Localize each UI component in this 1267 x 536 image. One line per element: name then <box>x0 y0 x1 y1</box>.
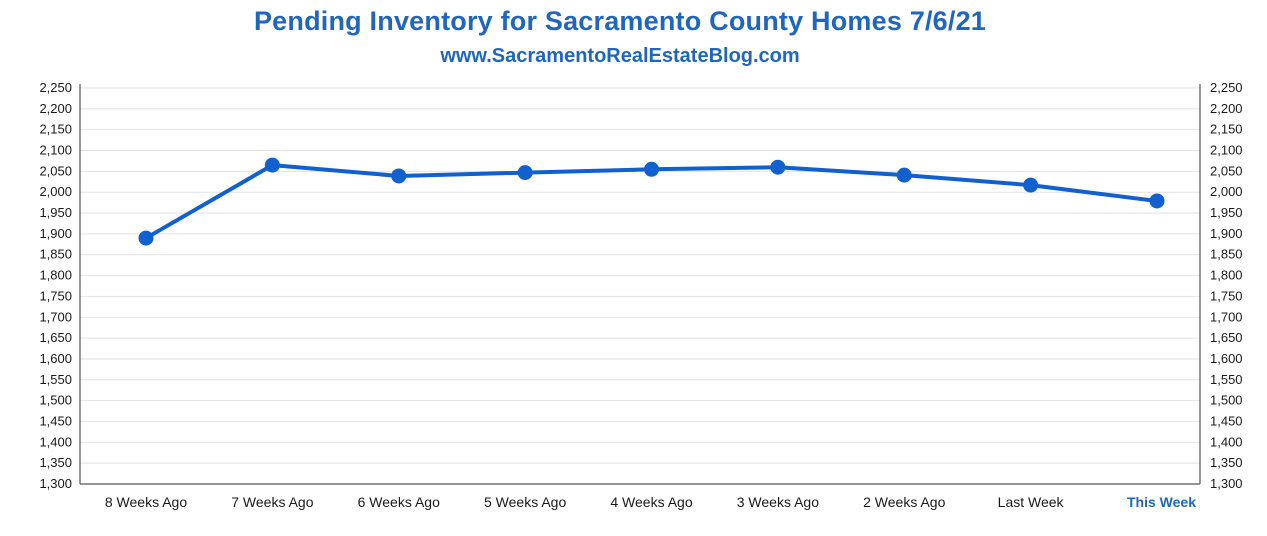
y-tick-label-right: 1,350 <box>1210 455 1243 470</box>
y-tick-label-left: 1,300 <box>39 476 72 491</box>
data-point <box>1023 177 1039 193</box>
data-point <box>644 161 659 177</box>
data-point <box>896 167 912 183</box>
x-tick-label: 3 Weeks Ago <box>737 494 819 510</box>
y-tick-label-left: 1,650 <box>39 330 72 345</box>
x-tick-label: 6 Weeks Ago <box>358 494 440 510</box>
y-tick-label-right: 1,450 <box>1210 413 1243 428</box>
y-tick-label-left: 2,000 <box>39 184 72 199</box>
data-point <box>391 168 407 184</box>
y-tick-label-left: 1,400 <box>39 434 72 449</box>
y-tick-label-right: 1,400 <box>1210 434 1243 449</box>
y-tick-label-right: 1,300 <box>1210 476 1243 491</box>
y-tick-label-left: 1,900 <box>39 226 72 241</box>
y-tick-label-left: 2,050 <box>39 163 72 178</box>
x-tick-label: 5 Weeks Ago <box>484 494 566 510</box>
data-point <box>1149 193 1165 209</box>
y-tick-label-right: 1,700 <box>1210 309 1243 324</box>
x-axis: 8 Weeks Ago 7 Weeks Ago 6 Weeks Ago 5 Weeks… <box>105 494 1196 510</box>
y-tick-label-left: 1,350 <box>39 455 72 470</box>
y-tick-label-right: 2,100 <box>1210 143 1243 158</box>
x-tick-label: 2 Weeks Ago <box>863 494 945 510</box>
y-tick-label-left: 1,950 <box>39 205 72 220</box>
y-tick-label-right: 1,900 <box>1210 226 1243 241</box>
y-tick-label-left: 1,500 <box>39 393 72 408</box>
data-point <box>138 230 154 246</box>
x-tick-label: Last Week <box>998 494 1065 510</box>
y-tick-label-left: 1,550 <box>39 372 72 387</box>
y-tick-label-right: 1,750 <box>1210 288 1243 303</box>
chart-subtitle: www.SacramentoRealEstateBlog.com <box>440 45 800 67</box>
x-tick-label: 7 Weeks Ago <box>231 494 313 510</box>
y-tick-label-right: 2,150 <box>1210 122 1243 137</box>
y-tick-label-right: 1,650 <box>1210 330 1243 345</box>
x-tick-label: 4 Weeks Ago <box>610 494 692 510</box>
y-tick-label-right: 1,600 <box>1210 351 1243 366</box>
y-tick-label-left: 1,850 <box>39 247 72 262</box>
y-axis-right: 1,300 1,350 1,400 1,450 1,500 1,550 1,600 1,650… <box>1210 80 1243 491</box>
x-tick-label: 8 Weeks Ago <box>105 494 187 510</box>
y-tick-label-left: 2,200 <box>39 101 72 116</box>
gridlines <box>80 87 1200 464</box>
y-tick-label-right: 2,200 <box>1210 101 1243 116</box>
chart-title: Pending Inventory for Sacramento County … <box>253 6 987 36</box>
y-tick-label-left: 1,800 <box>39 268 72 283</box>
data-point <box>770 159 786 175</box>
x-tick-label: This Week <box>1127 494 1196 510</box>
y-tick-label-right: 1,950 <box>1210 205 1243 220</box>
data-point <box>264 157 280 173</box>
y-tick-label-right: 1,550 <box>1210 372 1243 387</box>
y-tick-label-left: 1,700 <box>39 309 72 324</box>
y-tick-label-right: 1,500 <box>1210 393 1243 408</box>
y-tick-label-left: 2,250 <box>39 80 72 95</box>
y-tick-label-left: 2,150 <box>39 122 72 137</box>
y-tick-label-left: 1,600 <box>39 351 72 366</box>
y-tick-label-right: 2,000 <box>1210 184 1243 199</box>
y-tick-label-right: 1,800 <box>1210 268 1243 283</box>
y-axis-left: 1,300 1,350 1,400 1,450 1,500 1,550 1,600 1,650… <box>39 80 72 491</box>
y-tick-label-right: 1,850 <box>1210 247 1243 262</box>
y-tick-label-right: 2,050 <box>1210 163 1243 178</box>
y-tick-label-right: 2,250 <box>1210 80 1243 95</box>
y-tick-label-left: 2,100 <box>39 143 72 158</box>
series-line <box>138 157 1165 246</box>
data-point <box>517 165 533 181</box>
axes <box>79 84 1201 485</box>
y-tick-label-left: 1,750 <box>39 288 72 303</box>
y-tick-label-left: 1,450 <box>39 413 72 428</box>
